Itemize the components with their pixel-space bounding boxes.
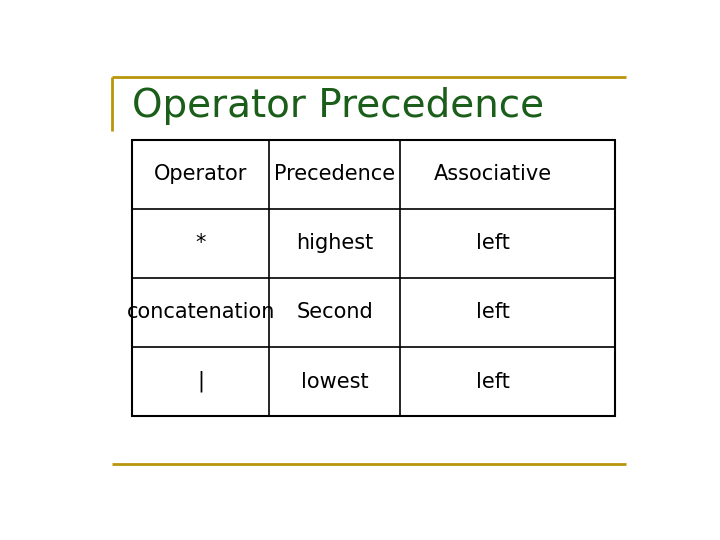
Text: left: left	[476, 302, 510, 322]
Text: Second: Second	[296, 302, 373, 322]
Text: Operator Precedence: Operator Precedence	[132, 87, 544, 125]
Text: left: left	[476, 233, 510, 253]
Text: left: left	[476, 372, 510, 392]
Text: |: |	[197, 371, 204, 393]
Text: *: *	[195, 233, 206, 253]
Text: Associative: Associative	[433, 164, 552, 184]
Text: concatenation: concatenation	[127, 302, 275, 322]
Text: lowest: lowest	[301, 372, 369, 392]
Text: highest: highest	[296, 233, 373, 253]
Text: Operator: Operator	[154, 164, 247, 184]
Bar	[132, 140, 615, 416]
Text: Precedence: Precedence	[274, 164, 395, 184]
